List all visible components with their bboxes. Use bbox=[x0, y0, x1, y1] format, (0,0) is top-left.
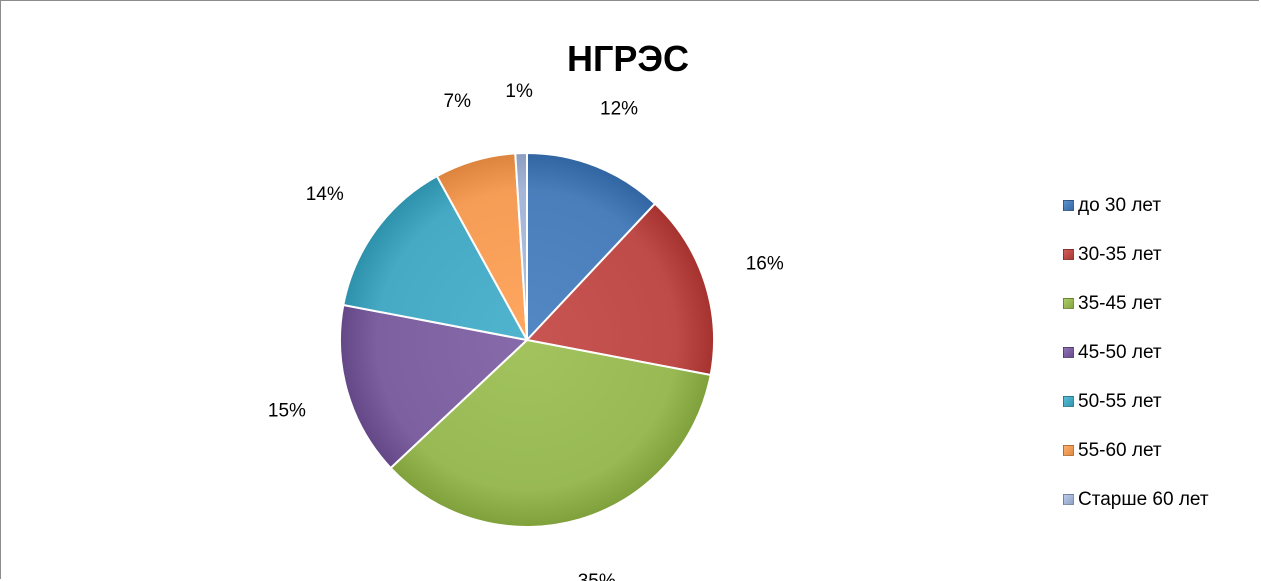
legend-item: 45-50 лет bbox=[1063, 328, 1253, 377]
legend-swatch bbox=[1063, 249, 1074, 260]
data-label: 35% bbox=[578, 571, 616, 581]
legend-swatch bbox=[1063, 445, 1074, 456]
data-label: 12% bbox=[600, 99, 638, 120]
legend-label: до 30 лет bbox=[1078, 194, 1162, 216]
legend-swatch bbox=[1063, 200, 1074, 211]
legend-label: 45-50 лет bbox=[1078, 341, 1162, 363]
legend-swatch bbox=[1063, 298, 1074, 309]
data-label: 7% bbox=[444, 91, 472, 112]
pie-slice bbox=[525, 202, 715, 377]
legend-label: 55-60 лет bbox=[1078, 439, 1162, 461]
pie-slice bbox=[342, 174, 529, 342]
legend-item: Старше 60 лет bbox=[1063, 475, 1253, 524]
data-label: 1% bbox=[505, 81, 533, 102]
data-label: 14% bbox=[306, 184, 344, 205]
chart-title: НГРЭС bbox=[566, 38, 690, 79]
pie-slice bbox=[389, 338, 712, 528]
pie-slice bbox=[339, 303, 530, 470]
pie-slice bbox=[514, 151, 528, 341]
legend-swatch bbox=[1063, 347, 1074, 358]
legend-item: 35-45 лет bbox=[1063, 279, 1253, 328]
legend-item: 50-55 лет bbox=[1063, 377, 1253, 426]
legend-swatch bbox=[1063, 396, 1074, 407]
legend-swatch bbox=[1063, 494, 1074, 505]
legend: до 30 лет 30-35 лет 35-45 лет 45-50 лет 50-5… bbox=[1063, 181, 1253, 524]
legend-label: 30-35 лет bbox=[1078, 243, 1162, 265]
data-label: 15% bbox=[268, 401, 306, 422]
legend-item: 55-60 лет bbox=[1063, 426, 1253, 475]
legend-item: 30-35 лет bbox=[1063, 230, 1253, 279]
legend-label: 50-55 лет bbox=[1078, 390, 1162, 412]
legend-label: 35-45 лет bbox=[1078, 292, 1162, 314]
legend-item: до 30 лет bbox=[1063, 181, 1253, 230]
legend-label: Старше 60 лет bbox=[1078, 488, 1209, 510]
data-label: 16% bbox=[746, 254, 784, 275]
pie-slice bbox=[526, 151, 657, 343]
